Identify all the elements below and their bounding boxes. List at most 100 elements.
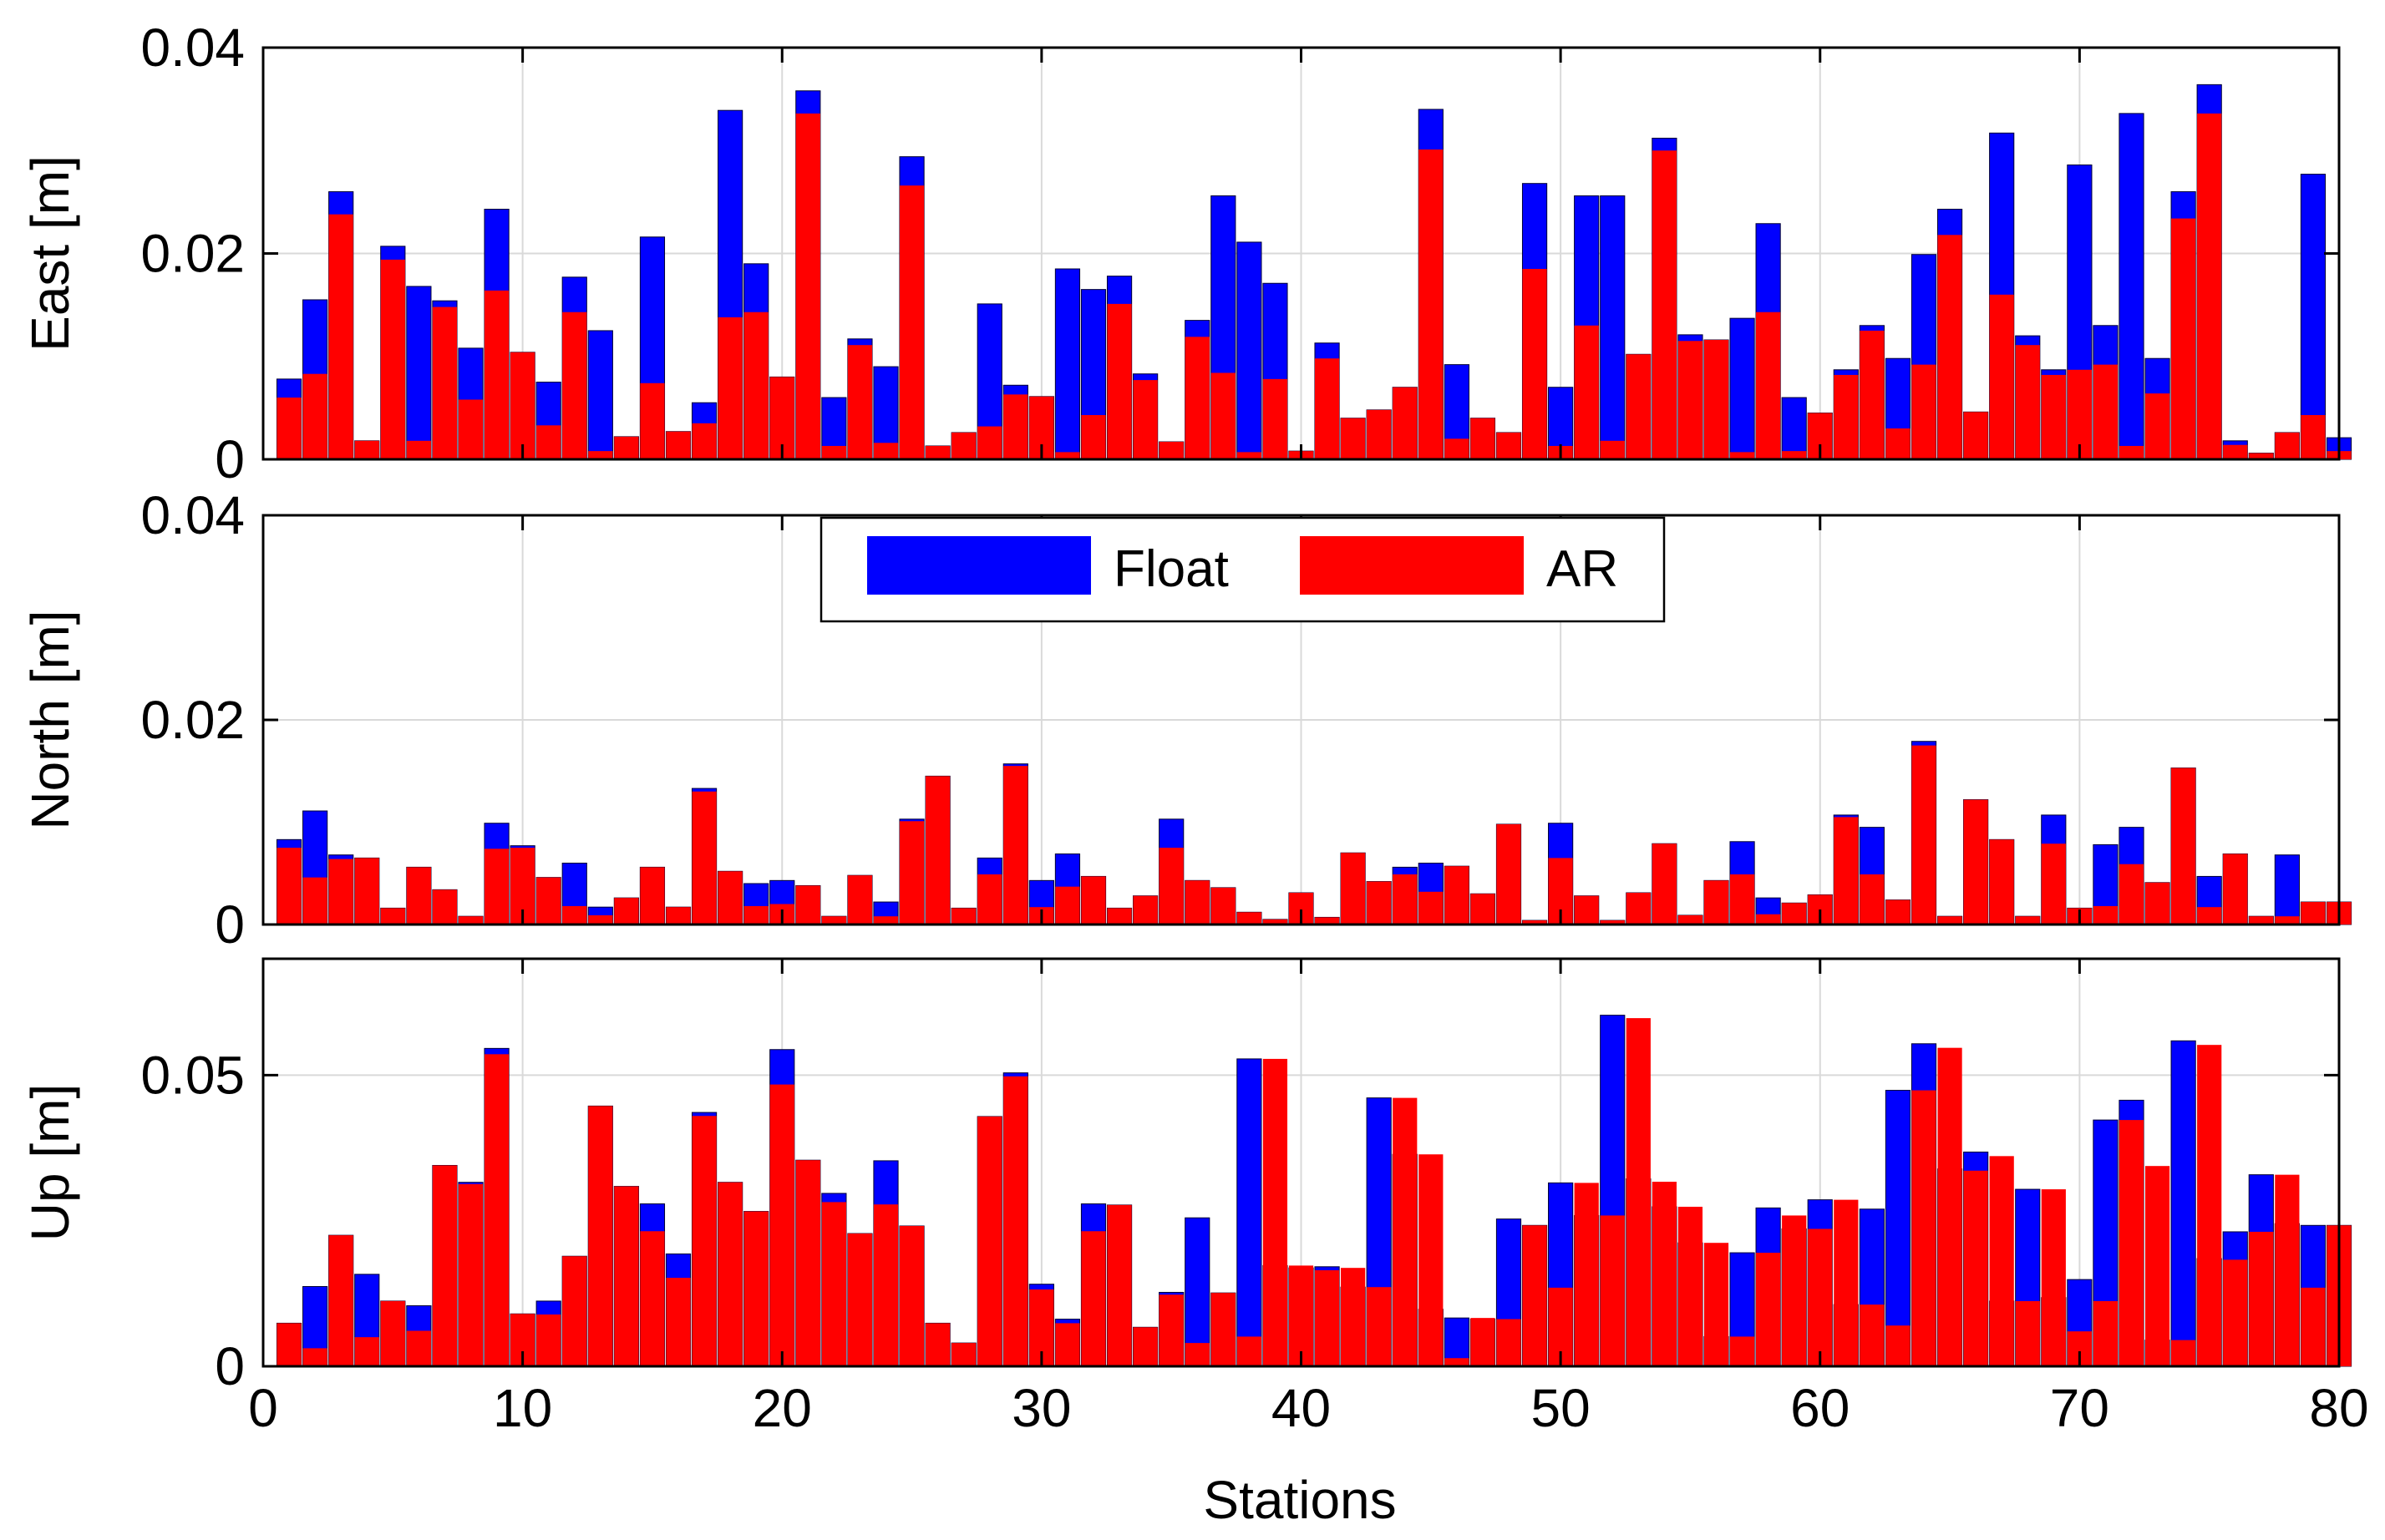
east-bar-float	[2119, 113, 2144, 460]
north-bar-ar	[1652, 843, 1677, 925]
up-bar-ar	[458, 1183, 484, 1366]
north-bar-ar	[899, 821, 925, 925]
up-bar-ar	[1703, 1243, 1729, 1366]
up-bar-float	[1185, 1217, 1210, 1367]
east-bar-ar	[2041, 374, 2066, 459]
east-bar-ar	[873, 443, 899, 459]
north-y-tick-label: 0.02	[140, 690, 245, 750]
up-bar-ar	[1522, 1225, 1547, 1366]
north-bar-ar	[666, 907, 691, 925]
legend-label-ar: AR	[1546, 540, 1618, 598]
east-bar-ar	[562, 312, 587, 459]
north-bar-ar	[1626, 893, 1651, 925]
north-bars	[276, 741, 2352, 925]
x-axis-label: Stations	[1203, 1470, 1396, 1530]
east-bar-ar	[2197, 113, 2222, 459]
east-bar-float	[2300, 174, 2327, 460]
up-bar-ar	[1729, 1336, 1755, 1366]
up-bar-ar	[1937, 1047, 1962, 1366]
north-bar-ar	[2223, 854, 2248, 925]
east-bar-ar	[510, 352, 535, 459]
east-bar-ar	[1522, 268, 1547, 459]
east-bar-ar	[1418, 149, 1444, 459]
east-bar-ar	[795, 113, 820, 459]
east-bar-ar	[2144, 393, 2170, 459]
up-bar-ar	[1885, 1325, 1911, 1366]
east-bar-ar	[2119, 445, 2144, 459]
north-bar-ar	[1703, 880, 1729, 925]
east-bar-ar	[1367, 409, 1392, 459]
east-y-axis-label: East [m]	[20, 155, 80, 352]
up-bar-ar	[2171, 1340, 2196, 1366]
north-bar-ar	[2301, 902, 2326, 925]
up-bar-ar	[2041, 1189, 2066, 1366]
up-y-ticks: 00.05	[140, 959, 2341, 1396]
east-bar-ar	[1185, 337, 1210, 459]
north-bar-ar	[1496, 823, 1521, 925]
up-y-tick-label: 0	[215, 1336, 245, 1396]
north-bar-ar	[2015, 916, 2040, 925]
north-bar-ar	[1341, 853, 1366, 925]
north-bar-ar	[1834, 817, 1859, 925]
up-bar-ar	[1677, 1206, 1703, 1366]
up-bar-ar	[562, 1256, 587, 1366]
north-bar-ar	[1444, 866, 1469, 925]
east-bar-ar	[821, 445, 846, 459]
up-bar-ar	[977, 1116, 1002, 1366]
legend: Float AR	[820, 516, 1666, 623]
north-bar-ar	[1860, 874, 1885, 925]
legend-swatch-ar	[1300, 536, 1524, 595]
east-panel: 0 0.02 0.04 East [m]	[20, 18, 2352, 489]
north-bar-ar	[354, 858, 379, 925]
north-bar-ar	[1055, 886, 1080, 925]
east-bar-ar	[1574, 325, 1599, 459]
up-bar-ar	[795, 1160, 820, 1366]
north-bar-ar	[1081, 876, 1106, 925]
east-bar-ar	[1600, 440, 1625, 459]
north-bar-ar	[1210, 887, 1236, 925]
up-bar-ar	[2093, 1300, 2119, 1366]
up-bar-ar	[821, 1202, 846, 1366]
up-bar-ar	[614, 1186, 639, 1366]
north-bar-ar	[640, 867, 665, 925]
north-bar-ar	[1600, 920, 1625, 925]
east-y-tick-label: 0	[215, 429, 245, 489]
north-bar-ar	[1159, 848, 1184, 925]
east-bar-ar	[718, 317, 743, 459]
north-bar-ar	[484, 849, 510, 925]
north-bar-ar	[2041, 843, 2066, 925]
north-bar-ar	[2197, 907, 2222, 925]
x-tick-label: 60	[1790, 1378, 1850, 1438]
east-bar-ar	[1860, 330, 1885, 459]
east-bar-ar	[536, 425, 561, 459]
east-bar-ar	[1911, 364, 1936, 459]
east-bar-ar	[1782, 451, 1807, 459]
east-bar-ar	[1081, 415, 1106, 459]
up-bar-ar	[588, 1106, 613, 1366]
east-bar-ar	[1496, 432, 1521, 459]
east-bar-ar	[1989, 294, 2014, 459]
up-panel: 00.05 Up [m]	[20, 957, 2352, 1396]
east-bar-ar	[1834, 374, 1859, 459]
east-bar-ar	[328, 214, 353, 459]
up-bar-ar	[2249, 1231, 2274, 1366]
up-bar-ar	[1055, 1323, 1080, 1366]
up-bar-ar	[1367, 1287, 1392, 1366]
east-bar-ar	[406, 440, 431, 459]
up-bar-ar	[1963, 1170, 1988, 1366]
east-bar-ar	[847, 345, 873, 459]
north-bar-ar	[1107, 908, 1132, 925]
east-bar-float	[1600, 195, 1626, 460]
east-bar-ar	[1159, 442, 1184, 459]
up-bar-ar	[1496, 1319, 1521, 1366]
east-bar-ar	[458, 399, 484, 459]
east-bar-ar	[1341, 418, 1366, 459]
up-bars	[276, 1015, 2352, 1367]
east-bar-ar	[1393, 387, 1418, 459]
east-bar-ar	[2301, 415, 2326, 459]
north-bar-ar	[406, 867, 431, 925]
north-y-tick-label: 0	[215, 894, 245, 955]
east-bar-ar	[1937, 235, 1962, 459]
x-tick-label: 10	[493, 1378, 552, 1438]
east-bar-ar	[1210, 372, 1236, 459]
